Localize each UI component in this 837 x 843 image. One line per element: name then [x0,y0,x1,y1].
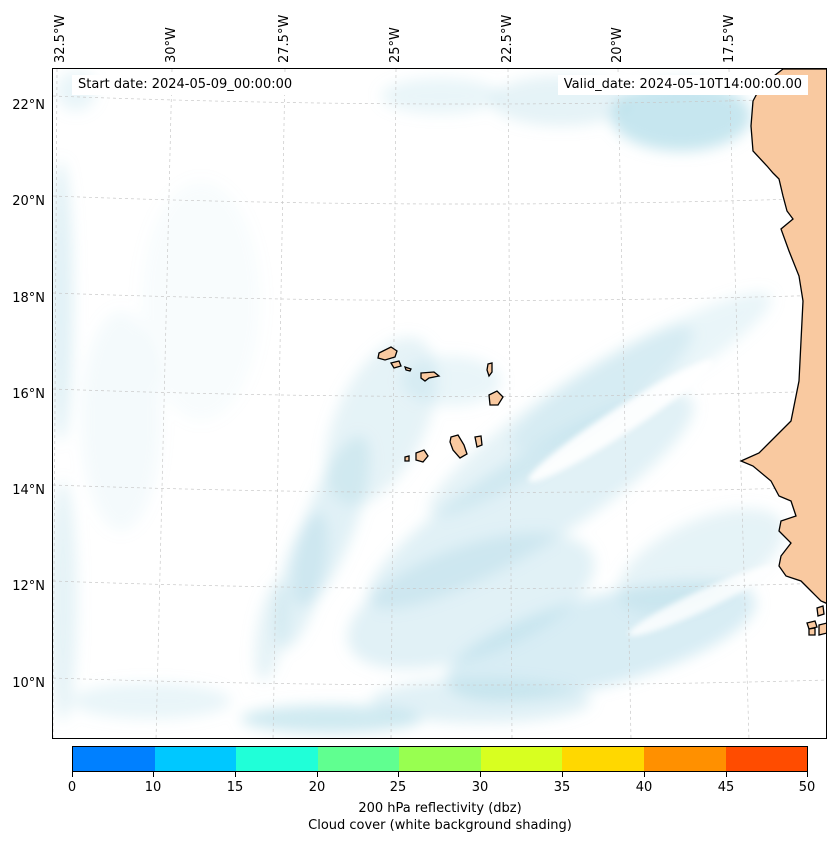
colorbar-tick [807,772,808,777]
colorbar-tick-label-45: 45 [717,780,735,795]
cloud-cover-layer [53,71,785,733]
mainland-africa [739,69,826,604]
colorbar-segment-10-15 [154,747,237,771]
island-sao-nicolau [420,371,441,382]
lat-label-16n: 16°N [12,387,45,402]
colorbar-tick [480,772,481,777]
colorbar-subtitle: Cloud cover (white background shading) [308,818,572,833]
island-santo-antao [377,346,398,361]
colorbar-tick [398,772,399,777]
colorbar-segment-0-10 [73,747,155,771]
island-maio [474,435,483,448]
lon-label-32-5w: 32.5°W [53,14,68,63]
colorbar-segment-30-35 [480,747,563,771]
reflectivity-colorbar [72,746,808,772]
map-panel [52,68,827,739]
cape-verde-islands [377,346,504,463]
island-boa-vista [488,390,504,406]
island-santa-luzia [403,365,412,372]
island-sal [486,362,493,378]
colorbar-segment-40-45 [643,747,726,771]
lat-label-14n: 14°N [12,483,45,498]
colorbar-segment-20-25 [317,747,400,771]
island-fogo [415,449,429,463]
lon-label-22-5w: 22.5°W [500,14,515,63]
lon-label-20w: 20°W [610,27,625,63]
start-date-label: Start date: 2024-05-09_00:00:00 [72,75,299,95]
island-santiago [449,434,468,459]
lat-label-12n: 12°N [12,579,45,594]
lat-label-10n: 10°N [12,676,45,691]
graticule [53,69,826,738]
island-sao-vicente [389,360,402,369]
lat-label-20n: 20°N [12,194,45,209]
colorbar-tick-label-35: 35 [553,780,571,795]
colorbar-tick-label-0: 0 [67,780,77,795]
colorbar-tick-label-40: 40 [635,780,653,795]
colorbar-tick [317,772,318,777]
colorbar-tick-label-20: 20 [308,780,326,795]
colorbar-tick [235,772,236,777]
lon-label-30w: 30°W [164,27,179,63]
colorbar-tick [153,772,154,777]
map-canvas [53,69,826,738]
colorbar-tick-label-30: 30 [471,780,489,795]
valid-date-label: Valid_date: 2024-05-10T14:00:00.00 [557,75,808,95]
lon-label-25w: 25°W [388,27,403,63]
colorbar-tick [726,772,727,777]
colorbar-tick-label-50: 50 [798,780,816,795]
colorbar-segment-45-50 [725,747,808,771]
lat-label-18n: 18°N [12,291,45,306]
colorbar-tick-label-25: 25 [389,780,407,795]
colorbar-tick [644,772,645,777]
colorbar-tick [72,772,73,777]
colorbar-tick-label-15: 15 [226,780,244,795]
colorbar-segment-25-30 [399,747,481,771]
lon-label-17-5w: 17.5°W [722,14,737,63]
colorbar-title: 200 hPa reflectivity (dbz) [358,801,522,816]
bissagos-islands [806,605,826,636]
island-brava [404,455,410,462]
colorbar-segment-15-20 [236,747,318,771]
lat-label-22n: 22°N [12,98,45,113]
colorbar-segment-35-40 [562,747,644,771]
colorbar-tick-label-10: 10 [144,780,162,795]
colorbar-tick [562,772,563,777]
lon-label-27-5w: 27.5°W [277,14,292,63]
cloud-gaps-layer [528,360,774,637]
